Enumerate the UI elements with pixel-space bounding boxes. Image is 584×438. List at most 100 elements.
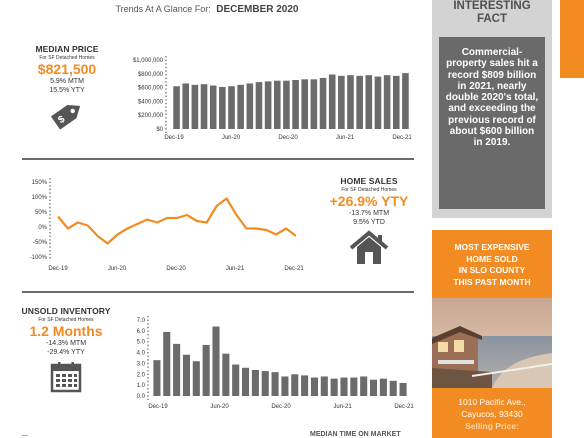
- y-tick-label: $600,000: [138, 86, 164, 92]
- interesting-fact-card: INTERESTING FACT Commercial-property sal…: [432, 0, 552, 218]
- y-tick-label: -50%: [33, 240, 48, 246]
- y-tick-label: -100%: [30, 255, 48, 261]
- bar: [182, 83, 190, 129]
- median-price-stat: MEDIAN PRICE For SF Detached Homes $821,…: [22, 44, 112, 138]
- bar: [191, 84, 199, 129]
- x-tick-label: Dec-20: [271, 404, 291, 410]
- median-price-subtitle: For SF Detached Homes: [39, 55, 95, 61]
- median-price-chart: $0 $200,000 $400,000 $600,000 $800,000 $1,000…: [133, 56, 412, 141]
- median-price-value: $821,500: [37, 61, 97, 77]
- bar: [292, 80, 299, 129]
- bar: [283, 80, 290, 129]
- x-tick-label: Dec-20: [278, 135, 298, 141]
- y-tick-label: 6.0: [137, 329, 146, 335]
- bar: [255, 82, 263, 129]
- home-sales-stat: HOME SALES For SF Detached Homes +26.9% …: [324, 176, 414, 271]
- x-tick-label: Jun-21: [226, 266, 245, 272]
- home-sales-mtm: -13.7% MTM: [348, 210, 390, 217]
- accent-strip: [560, 0, 584, 78]
- calendar-icon: [50, 362, 82, 393]
- bar: [402, 73, 409, 129]
- x-tick-label: Dec-19: [48, 266, 68, 272]
- y-tick-label: 2.0: [137, 372, 146, 378]
- bar: [389, 380, 397, 396]
- most-expensive-title-line1: MOST EXPENSIVE: [454, 242, 530, 252]
- svg-text:$: $: [56, 114, 67, 126]
- home-address-line1: 1010 Pacific Ave.,: [458, 397, 526, 407]
- x-tick-label: Dec-21: [392, 135, 412, 141]
- interesting-fact-text: Commercial-property sales hit a record $…: [445, 47, 539, 149]
- bar: [237, 84, 244, 129]
- interesting-fact-title-line1: INTERESTING: [453, 0, 531, 12]
- interesting-fact-box: Commercial-property sales hit a record $…: [439, 37, 545, 209]
- bar: [232, 364, 240, 396]
- bar: [202, 344, 210, 396]
- bar: [383, 75, 391, 129]
- most-expensive-title-line4: THIS PAST MONTH: [453, 276, 531, 287]
- median-price-mtm: 5.9% MTM: [50, 78, 84, 85]
- y-tick-label: 0%: [38, 225, 47, 231]
- bar: [212, 326, 220, 396]
- bar: [163, 331, 171, 396]
- bar: [222, 353, 230, 396]
- bar: [228, 86, 235, 129]
- home-sales-subtitle: For SF Detached Homes: [341, 187, 397, 193]
- bar: [173, 86, 180, 129]
- bar: [273, 80, 281, 129]
- divider: [22, 291, 414, 293]
- trends-header: Trends At A Glance For: DECEMBER 2020: [0, 4, 414, 15]
- x-tick-label: Jun-20: [222, 135, 241, 141]
- unsold-inventory-subtitle: For SF Detached Homes: [38, 317, 94, 323]
- bar: [241, 367, 250, 396]
- unsold-inventory-title: UNSOLD INVENTORY: [21, 306, 111, 316]
- bar: [360, 376, 368, 396]
- x-tick-label: Jun-21: [333, 404, 352, 410]
- x-tick-label: Jun-20: [210, 404, 229, 410]
- home-sales-panel: -100% -50% 0% 50% 100% 150% Dec-19 Jun-20 Dec-20…: [22, 168, 414, 280]
- x-tick-label: Dec-20: [166, 266, 186, 272]
- bar: [200, 84, 208, 129]
- unsold-inventory-stat: UNSOLD INVENTORY For SF Detached Homes 1…: [18, 306, 114, 398]
- bar: [291, 374, 299, 396]
- y-tick-label: 0.0: [137, 394, 146, 400]
- y-tick-label: $1,000,000: [133, 58, 164, 64]
- most-expensive-title-line3: IN SLO COUNTY: [458, 265, 526, 275]
- bar: [310, 79, 318, 129]
- footer-left: ...: [22, 431, 28, 438]
- house-icon: [349, 230, 389, 264]
- bar: [350, 377, 358, 396]
- bar: [310, 377, 319, 396]
- selling-price-label: Selling Price:: [465, 421, 519, 431]
- bar: [219, 86, 226, 129]
- unsold-inventory-mtm: -14.3% MTM: [45, 340, 87, 347]
- y-tick-label: $200,000: [138, 113, 164, 119]
- x-tick-label: Dec-19: [148, 404, 168, 410]
- most-expensive-home-card: MOST EXPENSIVE HOME SOLD IN SLO COUNTY T…: [432, 230, 552, 438]
- bar: [301, 375, 309, 396]
- bar: [246, 83, 254, 129]
- bar: [271, 372, 279, 396]
- bar: [365, 75, 373, 129]
- x-tick-label: Dec-19: [164, 135, 184, 141]
- y-tick-label: 7.0: [137, 318, 146, 324]
- bar: [261, 371, 269, 396]
- unsold-inventory-yty: -29.4% YTY: [47, 349, 85, 356]
- unsold-inventory-value: 1.2 Months: [29, 323, 103, 339]
- series-line: [57, 197, 297, 245]
- bar: [319, 77, 327, 129]
- bar: [399, 382, 407, 396]
- trends-header-date: DECEMBER 2020: [216, 4, 299, 15]
- bar: [209, 85, 217, 129]
- bar: [392, 75, 400, 129]
- y-tick-label: $800,000: [138, 72, 164, 78]
- bar: [340, 377, 348, 396]
- bar: [192, 361, 200, 396]
- trends-header-prefix: Trends At A Glance For:: [115, 4, 211, 14]
- y-tick-label: 3.0: [137, 361, 146, 367]
- bar: [328, 74, 336, 129]
- y-tick-label: 4.0: [137, 351, 146, 357]
- unsold-inventory-panel: UNSOLD INVENTORY For SF Detached Homes 1…: [22, 302, 415, 416]
- bar: [379, 378, 387, 396]
- most-expensive-title-line2: HOME SOLD: [466, 253, 518, 264]
- interesting-fact-title-line2: FACT: [476, 13, 508, 25]
